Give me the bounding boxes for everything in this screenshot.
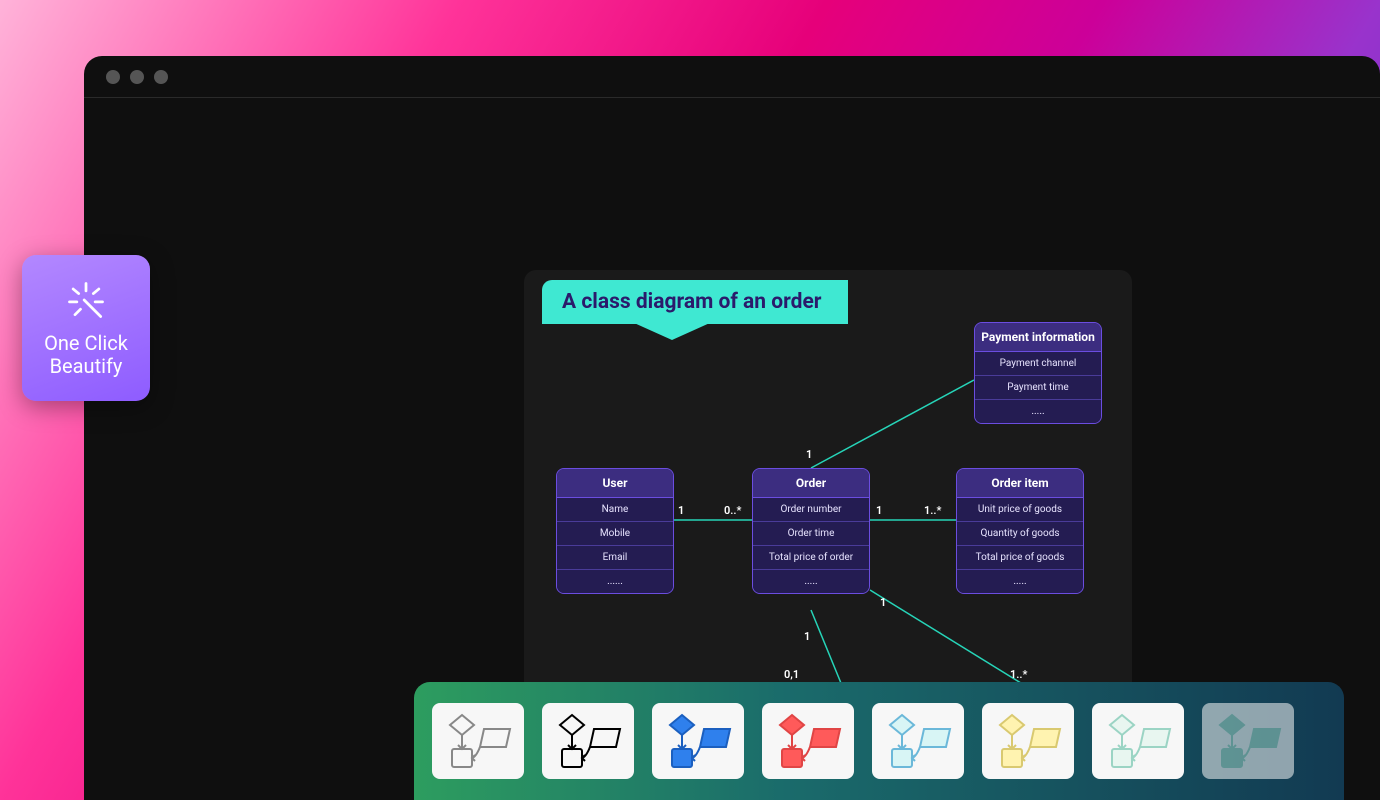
minimize-icon[interactable] bbox=[130, 70, 144, 84]
class-attribute: Quantity of goods bbox=[957, 522, 1083, 546]
multiplicity-label: 1 bbox=[806, 448, 812, 461]
class-attribute: ..... bbox=[753, 570, 869, 593]
class-box-order[interactable]: OrderOrder numberOrder timeTotal price o… bbox=[752, 468, 870, 594]
multiplicity-label: 1 bbox=[678, 504, 684, 517]
theme-swatch-0[interactable] bbox=[432, 703, 524, 779]
class-attribute: ..... bbox=[957, 570, 1083, 593]
maximize-icon[interactable] bbox=[154, 70, 168, 84]
diagram-title: A class diagram of an order bbox=[542, 280, 848, 324]
theme-swatch-3[interactable] bbox=[762, 703, 854, 779]
diagram-title-notch bbox=[632, 322, 712, 340]
class-box-user[interactable]: UserNameMobileEmail...... bbox=[556, 468, 674, 594]
class-header: User bbox=[557, 469, 673, 498]
theme-swatch-7[interactable] bbox=[1202, 703, 1294, 779]
class-attribute: Total price of order bbox=[753, 546, 869, 570]
class-attribute: Payment time bbox=[975, 376, 1101, 400]
multiplicity-label: 1 bbox=[880, 596, 886, 609]
class-attribute: ...... bbox=[557, 570, 673, 593]
class-attribute: Order number bbox=[753, 498, 869, 522]
multiplicity-label: 0..* bbox=[724, 504, 741, 517]
theme-picker-bar bbox=[414, 682, 1344, 800]
class-attribute: Email bbox=[557, 546, 673, 570]
class-header: Order bbox=[753, 469, 869, 498]
class-attribute: Payment channel bbox=[975, 352, 1101, 376]
beautify-label: One ClickBeautify bbox=[44, 332, 128, 378]
multiplicity-label: 1 bbox=[876, 504, 882, 517]
class-attribute: Mobile bbox=[557, 522, 673, 546]
theme-swatch-4[interactable] bbox=[872, 703, 964, 779]
multiplicity-label: 1..* bbox=[924, 504, 941, 517]
class-attribute: Total price of goods bbox=[957, 546, 1083, 570]
one-click-beautify-button[interactable]: One ClickBeautify bbox=[22, 255, 150, 401]
theme-swatch-6[interactable] bbox=[1092, 703, 1184, 779]
theme-swatch-2[interactable] bbox=[652, 703, 744, 779]
multiplicity-label: 0,1 bbox=[784, 668, 799, 681]
class-header: Payment information bbox=[975, 323, 1101, 352]
diagram-title-wrap: A class diagram of an order bbox=[542, 280, 848, 324]
class-box-orderitem[interactable]: Order itemUnit price of goodsQuantity of… bbox=[956, 468, 1084, 594]
class-attribute: ..... bbox=[975, 400, 1101, 423]
theme-swatch-1[interactable] bbox=[542, 703, 634, 779]
close-icon[interactable] bbox=[106, 70, 120, 84]
class-box-payment[interactable]: Payment informationPayment channelPaymen… bbox=[974, 322, 1102, 424]
multiplicity-label: 1..* bbox=[1010, 668, 1027, 681]
class-attribute: Order time bbox=[753, 522, 869, 546]
theme-swatch-5[interactable] bbox=[982, 703, 1074, 779]
multiplicity-label: 1 bbox=[804, 630, 810, 643]
titlebar bbox=[84, 56, 1380, 98]
class-attribute: Unit price of goods bbox=[957, 498, 1083, 522]
sparkle-wand-icon bbox=[64, 278, 108, 322]
class-attribute: Name bbox=[557, 498, 673, 522]
class-header: Order item bbox=[957, 469, 1083, 498]
